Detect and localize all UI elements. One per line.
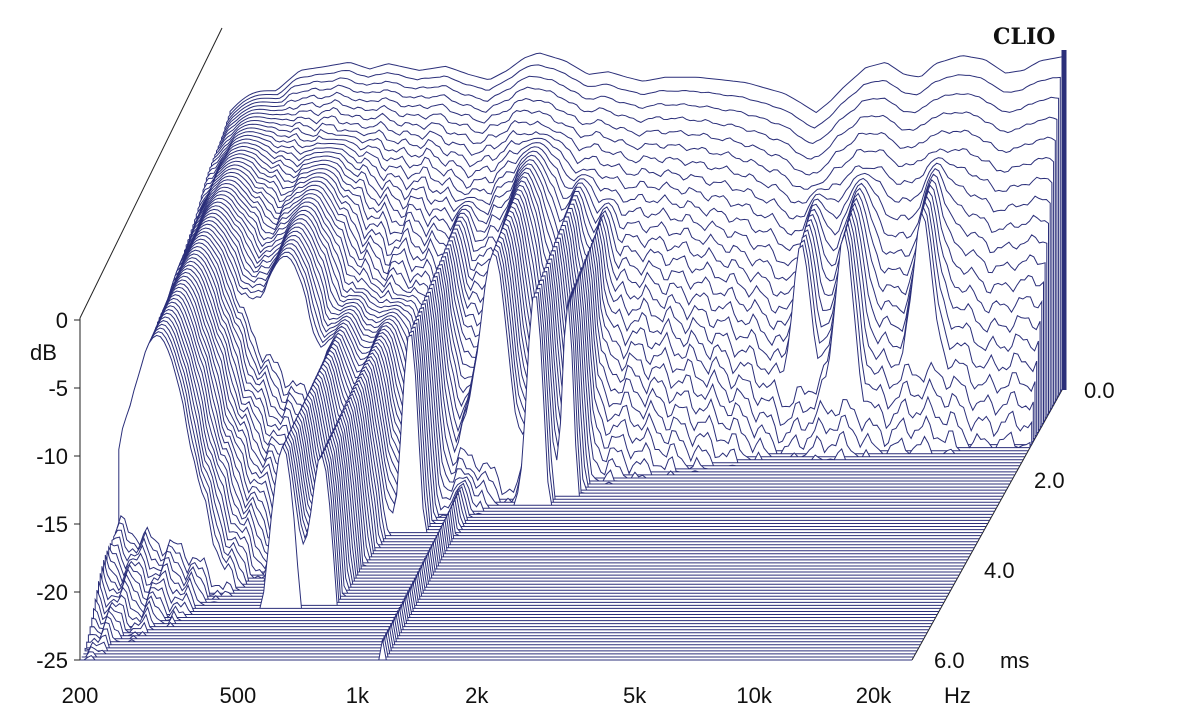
z-tick-label: 0.0	[1084, 378, 1115, 403]
waterfall-slice	[87, 623, 921, 646]
waterfall-slice	[99, 573, 933, 625]
waterfall-slice	[108, 445, 941, 609]
y-tick-label: -5	[48, 376, 68, 401]
z-axis-unit-label: ms	[1000, 648, 1029, 673]
waterfall-slice	[109, 441, 943, 606]
waterfall-slice	[104, 554, 938, 615]
x-tick-label: 1k	[346, 683, 370, 708]
waterfall-slice	[93, 607, 926, 637]
waterfall-slice	[80, 639, 912, 661]
x-tick-label: 10k	[736, 683, 772, 708]
waterfall-slice	[94, 597, 928, 634]
waterfall-slice	[96, 589, 929, 631]
x-tick-label: 2k	[465, 683, 489, 708]
back-wall-left-edge	[79, 27, 223, 319]
x-tick-label: 5k	[623, 683, 647, 708]
waterfall-slice	[86, 626, 919, 649]
waterfall-slice	[101, 566, 934, 622]
y-tick-label: -10	[36, 444, 68, 469]
waterfall-slice	[106, 550, 939, 612]
waterfall-slice	[81, 636, 914, 658]
waterfall-slice	[98, 581, 931, 628]
z-tick-label: 6.0	[934, 648, 965, 673]
y-tick-label: 0	[56, 308, 68, 333]
clio-brand-logo: CLIO	[993, 24, 1055, 50]
x-tick-label: 200	[62, 683, 99, 708]
waterfall-slice	[103, 559, 936, 619]
x-axis-ticks: 200 500 1k 2k 5k 10k 20k	[62, 683, 893, 708]
z-tick-label: 4.0	[984, 558, 1015, 583]
y-tick-label: -15	[36, 512, 68, 537]
x-tick-label: 500	[220, 683, 257, 708]
z-axis-ticks: 0.0 2.0 4.0 6.0	[934, 378, 1115, 673]
y-axis-label: dB	[30, 340, 57, 365]
x-axis-unit-label: Hz	[944, 683, 971, 708]
waterfall-slices	[80, 52, 1063, 661]
waterfall-slice	[83, 632, 916, 655]
y-tick-label: -20	[36, 580, 68, 605]
waterfall-slice	[89, 619, 923, 643]
y-axis-ticks: 0 -5 -10 -15 -20 -25	[36, 308, 80, 673]
z-tick-label: 2.0	[1034, 468, 1065, 493]
waterfall-slice	[84, 629, 918, 652]
y-tick-label: -25	[36, 648, 68, 673]
waterfall-slice	[91, 615, 924, 640]
x-tick-label: 20k	[856, 683, 892, 708]
